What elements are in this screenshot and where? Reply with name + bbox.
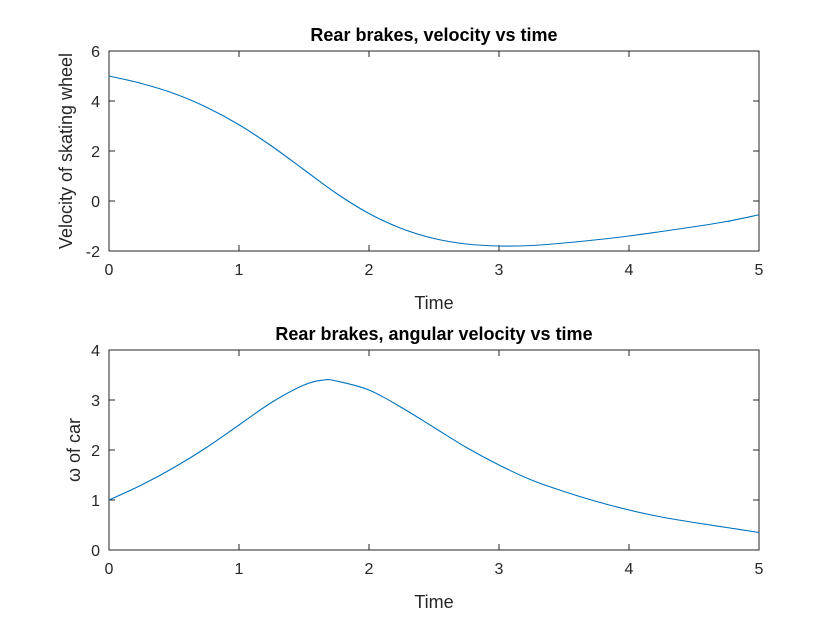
axes-box-angular-velocity — [108, 349, 760, 551]
x-tick-label: 5 — [755, 561, 764, 578]
xlabel-velocity: Time — [414, 293, 453, 313]
x-tick-label: 3 — [495, 561, 504, 578]
y-tick-label: 3 — [91, 393, 100, 410]
x-tick-label: 1 — [235, 561, 244, 578]
y-tick-label: 2 — [91, 443, 100, 460]
x-tick-label: 0 — [105, 262, 114, 279]
title-velocity: Rear brakes, velocity vs time — [310, 25, 557, 45]
xlabel-angular-velocity: Time — [414, 592, 453, 612]
y-tick-label: 1 — [91, 493, 100, 510]
y-tick-label: 6 — [91, 44, 100, 61]
x-tick-label: 0 — [105, 561, 114, 578]
y-tick-label: 4 — [91, 343, 100, 360]
x-tick-label: 5 — [755, 262, 764, 279]
x-tick-label: 3 — [495, 262, 504, 279]
subplot-angular-velocity: Rear brakes, angular velocity vs time Ti… — [64, 324, 764, 612]
x-tick-label: 1 — [235, 262, 244, 279]
x-tick-label: 2 — [365, 561, 374, 578]
x-tick-label: 4 — [625, 262, 634, 279]
y-tick-label: 0 — [91, 543, 100, 560]
series-line-velocity — [108, 75, 760, 247]
y-tick-label: 0 — [91, 194, 100, 211]
y-tick-label: -2 — [86, 244, 100, 261]
yticks-angular-velocity: 0 1 2 3 4 — [91, 343, 759, 560]
xticks-velocity: 0 1 2 3 4 5 — [105, 51, 764, 279]
y-tick-label: 4 — [91, 94, 100, 111]
ylabel-velocity: Velocity of skating wheel — [56, 53, 76, 249]
title-angular-velocity: Rear brakes, angular velocity vs time — [275, 324, 592, 344]
axes-box-velocity — [108, 50, 760, 252]
subplot-velocity: Rear brakes, velocity vs time Time Veloc… — [56, 25, 764, 313]
ylabel-angular-velocity: ω of car — [64, 418, 84, 482]
series-line-angular-velocity — [108, 379, 760, 534]
yticks-velocity: -2 0 2 4 6 — [86, 44, 759, 261]
x-tick-label: 2 — [365, 262, 374, 279]
y-tick-label: 2 — [91, 144, 100, 161]
x-tick-label: 4 — [625, 561, 634, 578]
xticks-angular-velocity: 0 1 2 3 4 5 — [105, 350, 764, 578]
